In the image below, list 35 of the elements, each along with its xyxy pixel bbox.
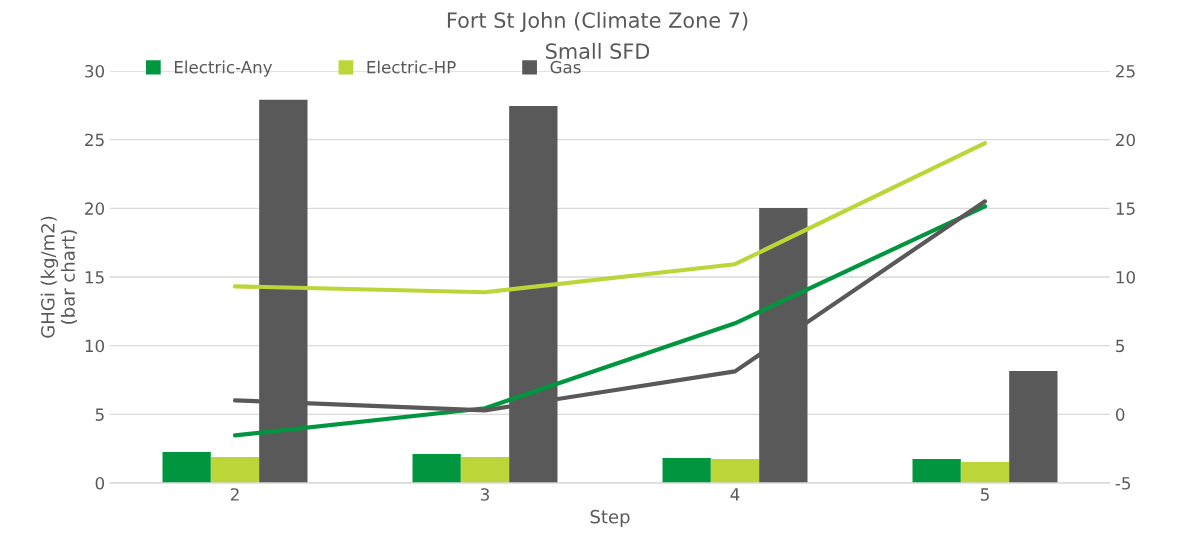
y2-tick-label: -5: [1115, 477, 1131, 490]
line-series: [232, 141, 988, 295]
bar: [162, 451, 211, 483]
x-axis-title: Step: [590, 509, 630, 528]
bar: [710, 458, 760, 483]
x-tick-label: 5: [980, 488, 989, 501]
bar: [460, 457, 510, 483]
x-tick-label: 2: [230, 488, 239, 501]
chart-subtitle: Small SFD: [546, 42, 650, 60]
x-tick-label: 3: [480, 488, 489, 501]
y-tick-label: 20: [85, 202, 105, 215]
bar: [960, 461, 1010, 483]
legend-label: Electric-HP: [367, 60, 456, 74]
bar: [1009, 370, 1058, 483]
y-axis-title: GHGi (kg/m2) (bar chart): [40, 216, 77, 338]
y-tick-label: 5: [95, 408, 104, 421]
y-tick-label: 10: [85, 339, 105, 353]
y2-tick-label: 0: [1115, 408, 1125, 421]
y-tick-label: 25: [85, 133, 104, 147]
y-tick-label: 0: [95, 476, 105, 490]
bar: [912, 458, 961, 483]
y2-tick-label: 15: [1116, 202, 1135, 215]
y2-tick-label: 20: [1116, 133, 1135, 147]
bar: [662, 458, 711, 483]
legend-label: Electric-Any: [174, 60, 273, 77]
y-tick-label: 15: [85, 271, 104, 284]
x-tick-label: 4: [730, 488, 740, 501]
chart-title: Fort St John (Climate Zone 7): [447, 11, 748, 32]
y-tick-label: 30: [85, 64, 105, 78]
y2-tick-label: 10: [1116, 270, 1135, 284]
y2-tick-label: 25: [1116, 64, 1135, 78]
y2-tick-label: 5: [1116, 339, 1125, 353]
legend-label: Gas: [550, 60, 581, 74]
bar: [412, 454, 461, 483]
bar: [210, 457, 260, 483]
